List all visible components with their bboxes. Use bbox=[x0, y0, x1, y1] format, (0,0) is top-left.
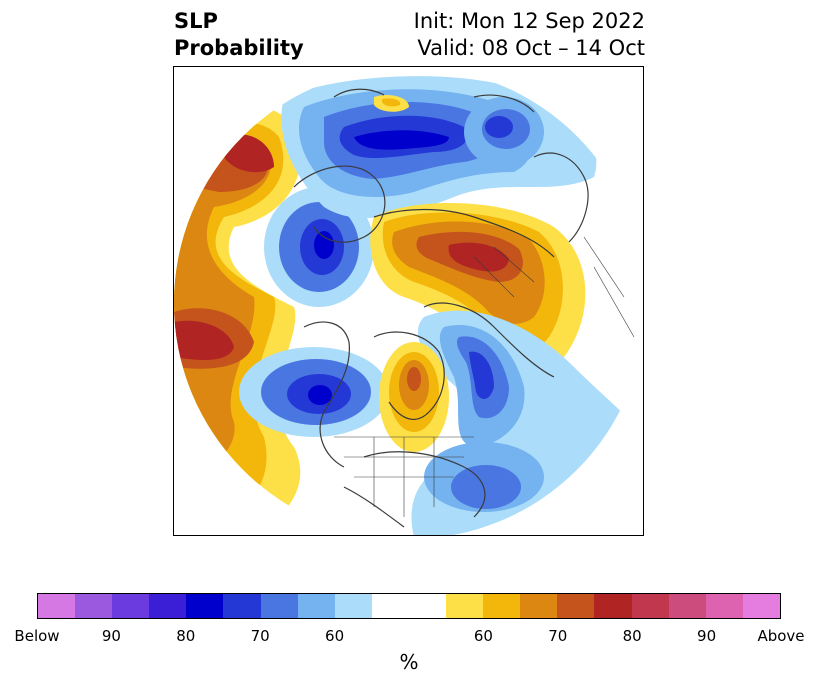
map-title-right: Init: Mon 12 Sep 2022 Valid: 08 Oct – 14… bbox=[414, 8, 645, 62]
anomaly-alaska-low bbox=[264, 187, 374, 307]
colorbar-tick-label: 60 bbox=[473, 627, 493, 645]
colorbar-segment bbox=[75, 594, 113, 618]
colorbar-segment bbox=[371, 594, 409, 618]
colorbar-segment bbox=[631, 594, 669, 618]
colorbar-tick-label: Above bbox=[757, 627, 805, 645]
colorbar-segment bbox=[594, 594, 632, 618]
colorbar-segment bbox=[408, 594, 447, 618]
colorbar-segment bbox=[668, 594, 706, 618]
colorbar-segment bbox=[186, 594, 224, 618]
colorbar-segment bbox=[223, 594, 261, 618]
colorbar-segment bbox=[520, 594, 558, 618]
valid-range: Valid: 08 Oct – 14 Oct bbox=[417, 36, 645, 60]
title-quantity: Probability bbox=[174, 36, 304, 60]
colorbar-segment bbox=[557, 594, 595, 618]
political-borders bbox=[334, 236, 635, 517]
colorbar-segment bbox=[705, 594, 743, 618]
colorbar-segment bbox=[38, 594, 76, 618]
anomaly-northeast-pacific-low bbox=[239, 347, 389, 437]
title-variable: SLP bbox=[174, 9, 218, 33]
colorbar-tick-label: 80 bbox=[622, 627, 642, 645]
colorbar-segment bbox=[297, 594, 335, 618]
colorbar-segment bbox=[446, 594, 484, 618]
anomaly-polar-high-core bbox=[382, 98, 401, 107]
colorbar-segment bbox=[149, 594, 187, 618]
anomaly-pacific-high bbox=[174, 107, 301, 535]
map-panel bbox=[173, 66, 644, 536]
colorbar-tick-label: Below bbox=[14, 627, 60, 645]
anomaly-hudson-high bbox=[379, 342, 449, 452]
colorbar-unit: % bbox=[399, 650, 419, 674]
colorbar-segment bbox=[742, 594, 780, 618]
map-title-left: SLP Probability bbox=[174, 8, 304, 62]
colorbar-tick-label: 90 bbox=[101, 627, 121, 645]
colorbar-segment bbox=[260, 594, 298, 618]
init-date: Init: Mon 12 Sep 2022 bbox=[413, 9, 645, 33]
colorbar-tick-label: 70 bbox=[250, 627, 270, 645]
polar-map bbox=[174, 67, 643, 535]
colorbar bbox=[37, 593, 781, 619]
colorbar-tick-label: 70 bbox=[548, 627, 568, 645]
colorbar-segment bbox=[334, 594, 372, 618]
anomaly-arctic-low bbox=[281, 76, 597, 218]
colorbar-segment bbox=[112, 594, 150, 618]
colorbar-segment bbox=[483, 594, 521, 618]
colorbar-tick-label: 60 bbox=[325, 627, 345, 645]
colorbar-tick-label: 80 bbox=[176, 627, 196, 645]
colorbar-tick-label: 90 bbox=[697, 627, 717, 645]
